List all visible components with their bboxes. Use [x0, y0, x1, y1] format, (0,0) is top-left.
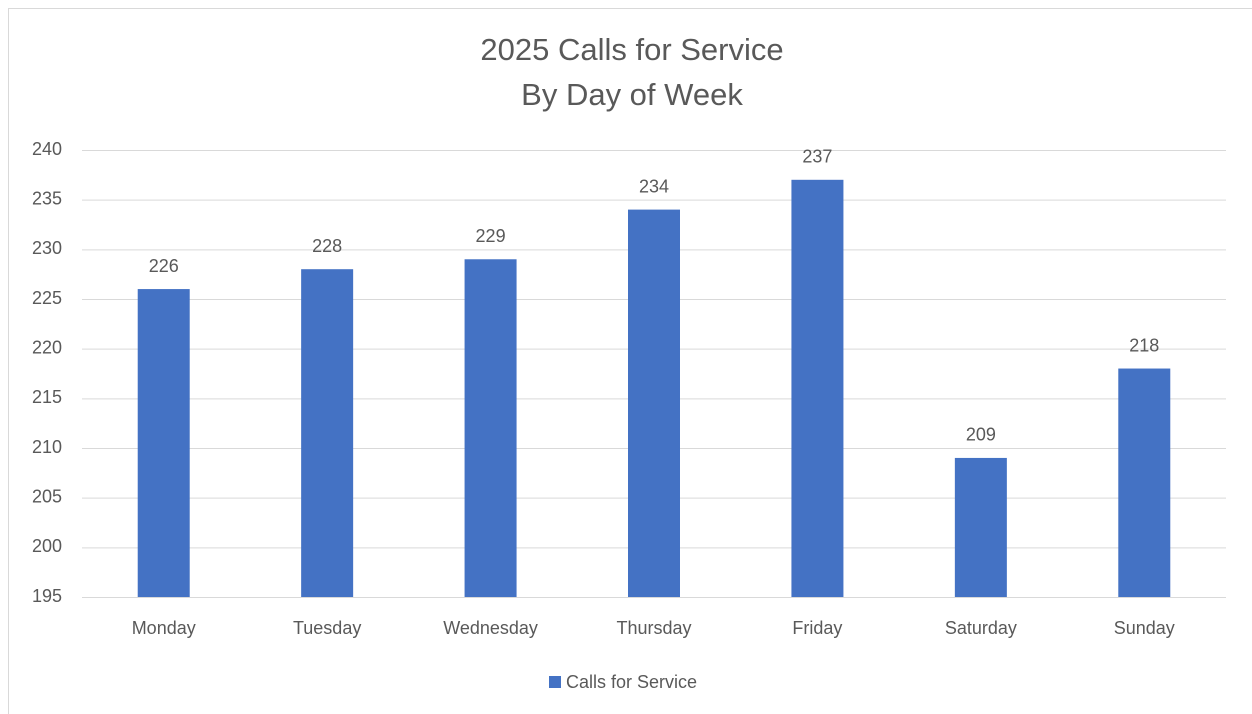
y-tick-label: 235	[32, 188, 62, 208]
y-tick-label: 210	[32, 437, 62, 457]
data-label: 228	[312, 236, 342, 256]
y-tick-label: 215	[32, 387, 62, 407]
y-tick-label: 200	[32, 536, 62, 556]
legend-label: Calls for Service	[566, 672, 697, 692]
data-label: 226	[149, 256, 179, 276]
bar	[954, 457, 1007, 597]
x-tick-label: Saturday	[945, 618, 1017, 638]
chart-title: 2025 Calls for Service	[480, 32, 783, 67]
x-tick-label: Sunday	[1114, 618, 1175, 638]
data-label: 218	[1129, 335, 1159, 355]
legend-swatch	[549, 676, 561, 688]
y-tick-label: 220	[32, 337, 62, 357]
y-tick-label: 230	[32, 238, 62, 258]
x-tick-label: Tuesday	[293, 618, 361, 638]
y-tick-label: 225	[32, 288, 62, 308]
y-tick-label: 195	[32, 586, 62, 606]
data-label: 229	[476, 226, 506, 246]
data-label: 209	[966, 425, 996, 445]
y-tick-label: 240	[32, 139, 62, 159]
y-tick-label: 205	[32, 486, 62, 506]
data-label: 234	[639, 176, 669, 196]
chart-subtitle: By Day of Week	[521, 77, 743, 112]
x-tick-label: Thursday	[616, 618, 691, 638]
x-tick-label: Monday	[132, 618, 196, 638]
bar	[137, 289, 190, 597]
bar	[628, 209, 680, 597]
bar	[1118, 368, 1171, 597]
data-label: 237	[802, 147, 832, 167]
bar	[791, 179, 844, 598]
bar	[464, 259, 517, 597]
bar	[301, 269, 354, 597]
x-tick-label: Wednesday	[443, 618, 538, 638]
x-tick-label: Friday	[792, 618, 842, 638]
